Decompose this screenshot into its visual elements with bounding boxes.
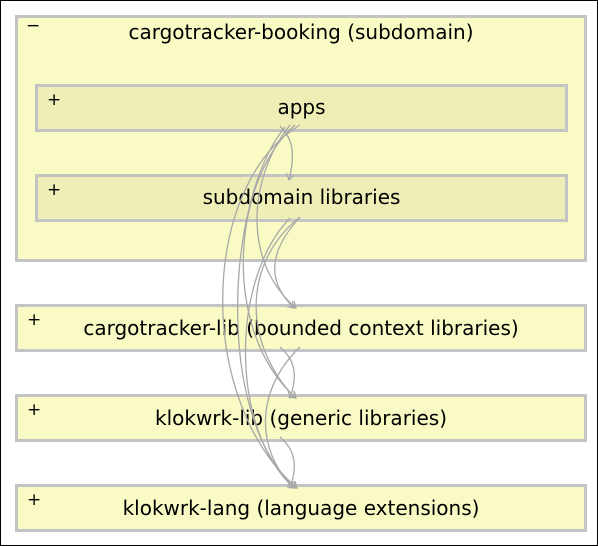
- group-label: cargotracker-booking (subdomain): [128, 20, 474, 44]
- node-cargotracker-lib[interactable]: + cargotracker-lib (bounded context libr…: [15, 304, 587, 352]
- node-label: subdomain libraries: [202, 185, 401, 209]
- node-label: cargotracker-lib (bounded context librar…: [83, 316, 519, 340]
- node-label: apps: [277, 95, 326, 119]
- expand-toggle[interactable]: +: [47, 180, 62, 200]
- node-label: klokwrk-lib (generic libraries): [154, 406, 447, 430]
- expand-toggle[interactable]: +: [27, 400, 42, 420]
- expand-toggle[interactable]: +: [27, 310, 42, 330]
- expand-toggle[interactable]: +: [27, 490, 42, 510]
- node-apps[interactable]: + apps: [35, 84, 568, 132]
- node-subdomain-libraries[interactable]: + subdomain libraries: [35, 174, 568, 222]
- collapse-toggle[interactable]: −: [26, 16, 41, 36]
- node-klokwrk-lang[interactable]: + klokwrk-lang (language extensions): [15, 484, 587, 532]
- node-label: klokwrk-lang (language extensions): [122, 496, 480, 520]
- expand-toggle[interactable]: +: [47, 90, 62, 110]
- group-cargotracker-booking[interactable]: − cargotracker-booking (subdomain): [15, 15, 587, 262]
- node-klokwrk-lib[interactable]: + klokwrk-lib (generic libraries): [15, 394, 587, 442]
